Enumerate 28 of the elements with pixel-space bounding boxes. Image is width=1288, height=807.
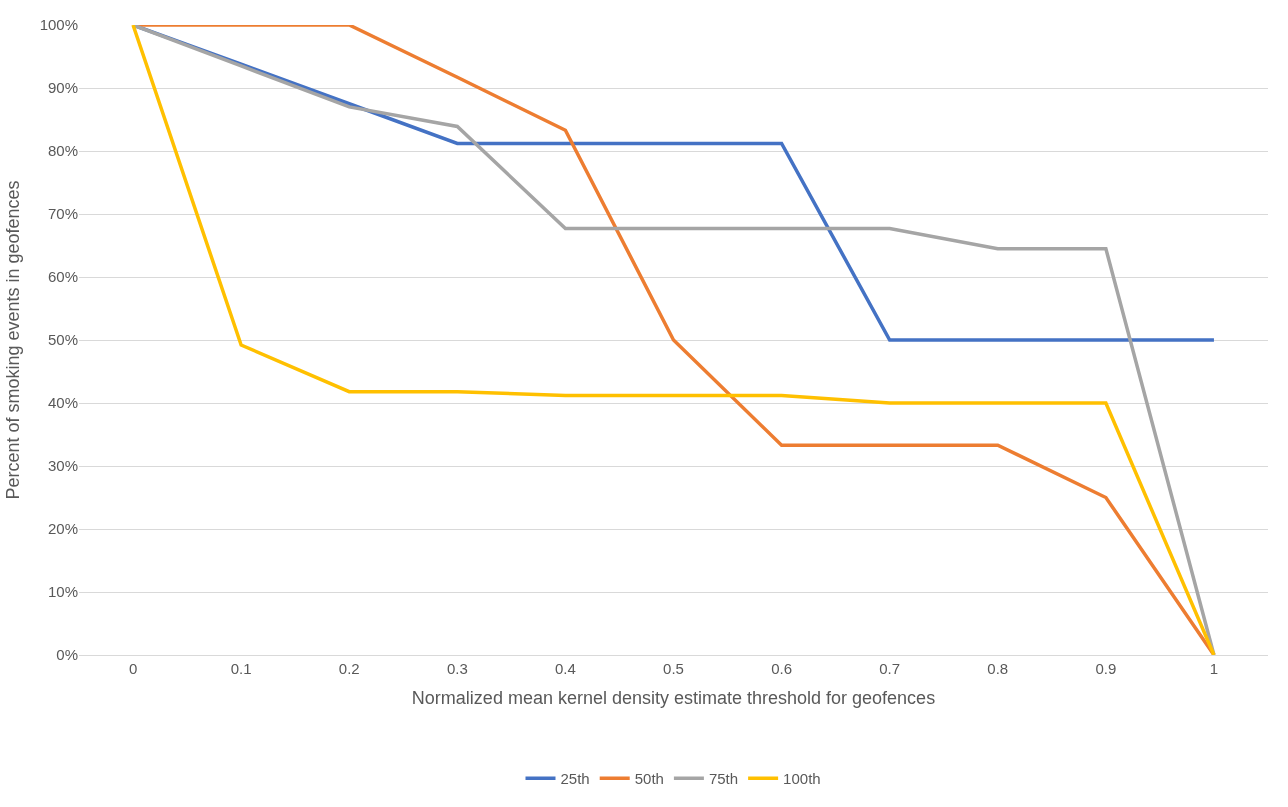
x-tick-label: 0.4 <box>554 660 576 677</box>
x-tick-label: 0.1 <box>230 660 252 677</box>
x-tick-label: 0.3 <box>446 660 468 677</box>
y-tick-label: 20% <box>47 520 78 538</box>
legend-label: 50th <box>634 770 664 788</box>
legend-label: 25th <box>560 770 590 788</box>
x-tick-label: 0.7 <box>879 660 901 677</box>
y-tick-label: 0% <box>56 646 78 664</box>
y-tick-label: 10% <box>47 583 78 601</box>
y-tick-label: 70% <box>47 205 78 223</box>
x-tick-label: 0.2 <box>338 660 360 677</box>
x-tick-label: 1 <box>1209 660 1219 677</box>
x-tick-label: 0 <box>128 660 138 677</box>
y-axis-title: Percent of smoking events in geofences <box>2 180 23 500</box>
y-tick-label: 100% <box>39 16 78 34</box>
x-tick-label: 0.8 <box>987 660 1009 677</box>
x-tick-label: 0.5 <box>663 660 684 677</box>
y-tick-label: 30% <box>47 457 78 475</box>
y-tick-label: 80% <box>47 142 78 160</box>
x-tick-label: 0.9 <box>1095 660 1117 677</box>
y-tick-label: 90% <box>47 79 78 97</box>
x-tick-label: 0.6 <box>771 660 793 677</box>
y-tick-label: 40% <box>47 394 78 412</box>
x-axis-title: Normalized mean kernel density estimate threshold for geofences <box>411 688 936 709</box>
y-tick-label: 60% <box>47 268 78 286</box>
legend-label: 75th <box>708 770 739 788</box>
legend-label: 100th <box>783 770 821 788</box>
y-tick-label: 50% <box>47 331 78 349</box>
